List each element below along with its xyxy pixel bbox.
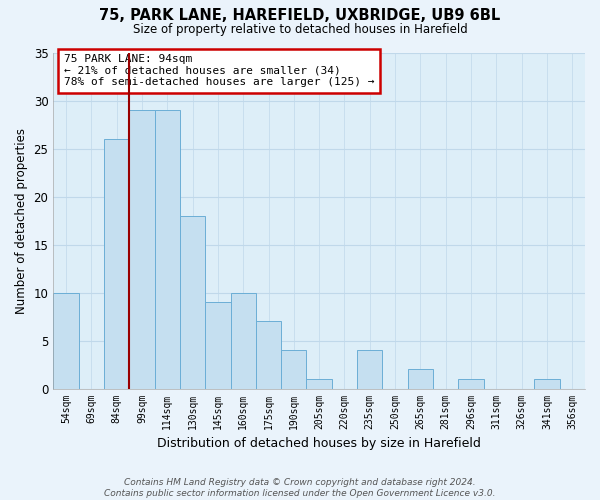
Text: Size of property relative to detached houses in Harefield: Size of property relative to detached ho… bbox=[133, 22, 467, 36]
Text: Contains HM Land Registry data © Crown copyright and database right 2024.
Contai: Contains HM Land Registry data © Crown c… bbox=[104, 478, 496, 498]
Bar bbox=[129, 110, 155, 388]
Bar bbox=[256, 322, 281, 388]
Text: 75, PARK LANE, HAREFIELD, UXBRIDGE, UB9 6BL: 75, PARK LANE, HAREFIELD, UXBRIDGE, UB9 … bbox=[100, 8, 500, 22]
Bar bbox=[458, 379, 484, 388]
Text: 75 PARK LANE: 94sqm
← 21% of detached houses are smaller (34)
78% of semi-detach: 75 PARK LANE: 94sqm ← 21% of detached ho… bbox=[64, 54, 374, 88]
X-axis label: Distribution of detached houses by size in Harefield: Distribution of detached houses by size … bbox=[157, 437, 481, 450]
Y-axis label: Number of detached properties: Number of detached properties bbox=[15, 128, 28, 314]
Bar bbox=[281, 350, 307, 389]
Bar bbox=[408, 370, 433, 388]
Bar bbox=[180, 216, 205, 388]
Bar bbox=[357, 350, 382, 389]
Bar bbox=[307, 379, 332, 388]
Bar bbox=[155, 110, 180, 388]
Bar bbox=[205, 302, 230, 388]
Bar bbox=[535, 379, 560, 388]
Bar bbox=[230, 292, 256, 388]
Bar bbox=[104, 139, 129, 388]
Bar bbox=[53, 292, 79, 388]
